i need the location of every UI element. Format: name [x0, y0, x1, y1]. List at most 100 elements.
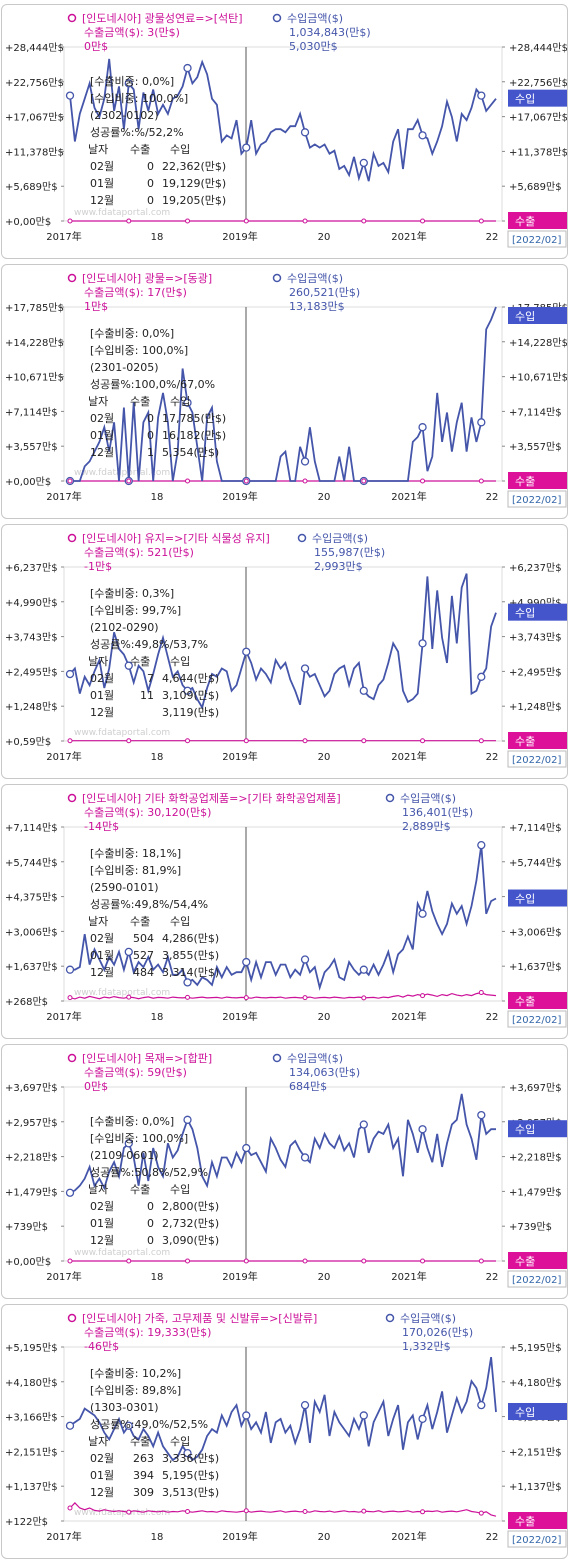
import-point-marker	[418, 1414, 427, 1424]
import-legend-icon	[385, 1313, 395, 1323]
y-tick-label-left: +3,006만$	[5, 926, 58, 938]
export-point-marker	[478, 1258, 484, 1264]
export-point-marker	[302, 218, 308, 224]
x-tick-label: 18	[151, 232, 164, 243]
x-tick-label: 2021年	[391, 1010, 426, 1023]
info-table-date: 12월	[90, 1234, 114, 1247]
chart-svg: www.fdataportal.com +5,195만$ +5,195만$ +4,18…	[5, 1312, 567, 1548]
import-legend-icon	[385, 793, 395, 803]
y-tick-label-right: +3,557만$	[509, 441, 562, 453]
export-point-marker	[185, 994, 191, 1000]
import-point-marker	[183, 686, 192, 695]
info-table-date: 02월	[90, 1200, 114, 1213]
export-legend-icon	[67, 533, 77, 543]
export-point-marker	[420, 738, 426, 744]
export-legend-title: [인도네시아] 유지=>[기타 식물성 유지]	[82, 532, 270, 545]
import-change: 1,332만$	[402, 1340, 451, 1353]
date-tag: [2022/02]	[512, 1535, 561, 1546]
y-tick-label-left: +3,697만$	[5, 1082, 58, 1094]
import-amount: 260,521(만$)	[289, 286, 360, 299]
info-table-header: 날자	[88, 395, 108, 408]
import-point-marker	[183, 398, 192, 407]
export-point-marker	[126, 218, 132, 224]
x-tick-label: 18	[151, 492, 164, 503]
date-tag: [2022/02]	[512, 1015, 561, 1026]
info-table-export: 0	[147, 1234, 154, 1247]
y-tick-label-right: +3,006만$	[509, 926, 562, 938]
info-line: [수입비중: 89,8%]	[90, 1384, 181, 1397]
info-table-header: 날자	[88, 143, 108, 156]
export-point-marker	[420, 478, 426, 484]
y-tick-label-right: +1,137만$	[509, 1481, 562, 1493]
info-table-import: 5,354(만$)	[162, 446, 219, 459]
plot-frame	[63, 826, 503, 1002]
info-table-date: 01월	[90, 949, 114, 962]
info-line: (2590-0101)	[90, 881, 159, 894]
export-tag: 수출	[515, 475, 535, 488]
y-tick-label-left: +0,00만$	[5, 216, 51, 228]
info-table-header: 수출	[130, 143, 150, 156]
export-point-marker	[185, 738, 191, 744]
import-tag: 수입	[515, 607, 535, 620]
info-table-export: 0	[147, 412, 154, 425]
y-tick-label-left: +2,218만$	[5, 1152, 58, 1164]
import-point-marker	[124, 661, 133, 670]
x-tick-label: 22	[486, 232, 499, 243]
date-tag: [2022/02]	[512, 235, 561, 246]
info-table-export: 0	[147, 194, 154, 207]
info-line: 성공률%:100,0%/67,0%	[90, 378, 215, 391]
import-point-marker	[183, 1115, 192, 1124]
import-point-marker	[65, 1421, 75, 1430]
y-tick-label-left: +2,957만$	[5, 1117, 58, 1129]
export-tag-bg	[508, 472, 567, 489]
info-table-header: 수입	[170, 1183, 190, 1196]
chart-panel: www.fdataportal.com +28,444만$ +28,444만$ +22…	[1, 4, 568, 259]
import-tag-bg	[508, 889, 567, 907]
info-table-export: 7	[147, 672, 154, 685]
import-legend-title: 수입금액($)	[400, 1312, 456, 1325]
export-point-marker	[302, 1508, 308, 1514]
watermark: www.fdataportal.com	[74, 468, 170, 478]
export-legend-icon	[67, 13, 77, 23]
import-legend-icon	[272, 1053, 282, 1063]
import-point-marker	[477, 840, 486, 850]
export-point-marker	[243, 738, 249, 744]
info-table-import: 19,129(만$)	[162, 177, 226, 190]
export-point-marker	[302, 738, 308, 744]
import-tag: 수입	[515, 1123, 535, 1136]
info-table-import: 3,119(만$)	[162, 706, 219, 719]
watermark: www.fdataportal.com	[74, 208, 170, 218]
import-point-marker	[418, 423, 427, 432]
export-point-marker	[361, 218, 367, 224]
info-table-import: 16,182(만$)	[162, 429, 226, 442]
y-tick-label-left: +268만$	[5, 996, 48, 1008]
info-line: 성공률%:50,8%/52,9%	[90, 1166, 208, 1179]
y-tick-label-left: +2,151만$	[5, 1446, 58, 1458]
import-change: 2,889만$	[402, 820, 451, 833]
export-point-marker	[126, 478, 132, 484]
info-table-export: 527	[133, 949, 154, 962]
x-tick-label: 20	[318, 1272, 331, 1283]
info-table-date: 02월	[90, 412, 114, 425]
plot-frame	[63, 1346, 503, 1522]
x-tick-label: 22	[486, 1012, 499, 1023]
info-table-export: 0	[147, 1200, 154, 1213]
x-tick-label: 20	[318, 232, 331, 243]
import-legend-title: 수입금액($)	[312, 532, 368, 545]
y-tick-label-right: +11,378만$	[509, 146, 568, 158]
y-tick-label-right: +14,228만$	[509, 337, 568, 349]
y-tick-label-left: +4,180만$	[5, 1377, 58, 1389]
import-point-marker	[65, 669, 75, 679]
export-point-marker	[126, 1258, 132, 1264]
y-tick-label-left: +11,378만$	[5, 146, 64, 158]
x-tick-label: 2021年	[391, 1530, 426, 1543]
export-point-marker	[67, 1505, 73, 1511]
export-point-marker	[243, 1258, 249, 1264]
export-point-marker	[126, 994, 132, 1000]
export-point-marker	[420, 1509, 426, 1515]
export-change: 0만$	[84, 1080, 108, 1093]
import-point-marker	[65, 91, 75, 100]
import-legend-icon	[272, 273, 282, 283]
y-tick-label-left: +7,114만$	[5, 822, 58, 834]
